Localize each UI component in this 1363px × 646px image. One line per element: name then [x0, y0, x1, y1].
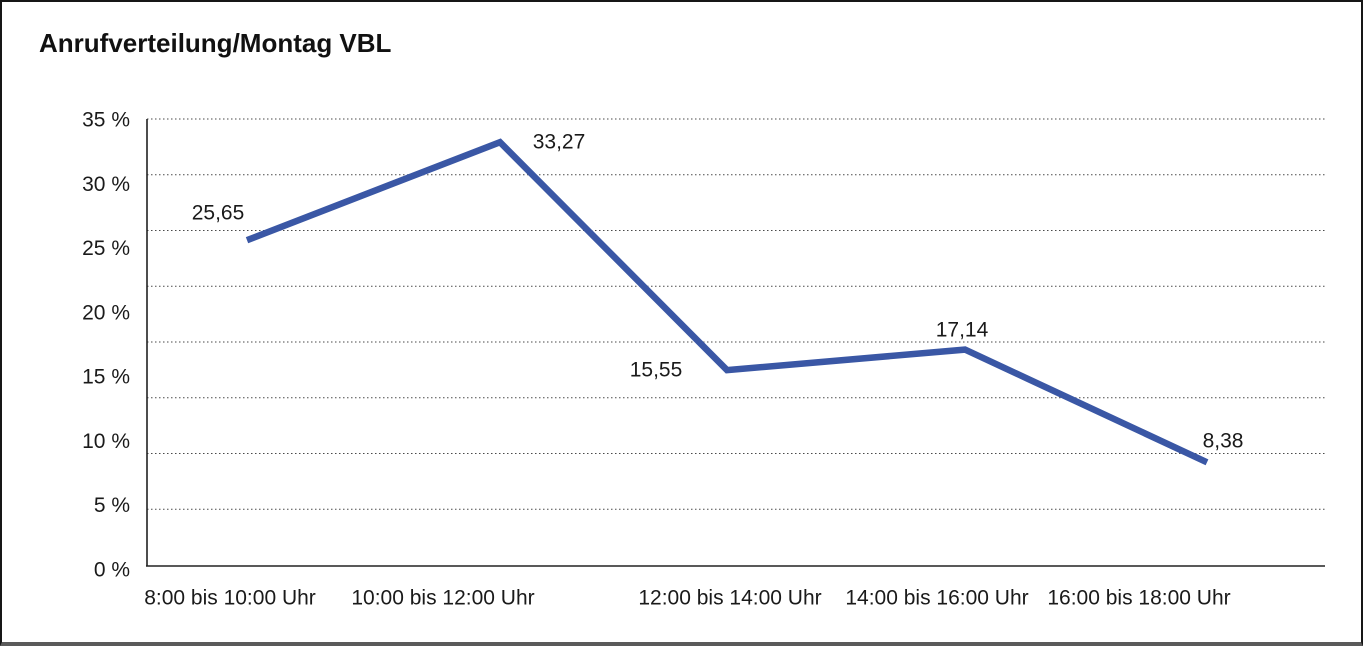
y-tick-label: 20 %: [82, 301, 130, 324]
x-category-label: 16:00 bis 18:00 Uhr: [1047, 587, 1230, 610]
data-point-label: 8,38: [1203, 430, 1244, 453]
y-tick-label: 5 %: [94, 494, 130, 517]
y-tick-label: 35 %: [82, 109, 130, 132]
chart-title: Anrufverteilung/Montag VBL: [39, 28, 392, 58]
data-point-label: 17,14: [936, 319, 989, 342]
data-point-label: 25,65: [192, 202, 245, 225]
y-tick-label: 25 %: [82, 237, 130, 260]
x-category-label: 8:00 bis 10:00 Uhr: [144, 587, 316, 610]
data-line: [245, 138, 1209, 466]
x-category-label: 14:00 bis 16:00 Uhr: [845, 587, 1028, 610]
x-category-label: 10:00 bis 12:00 Uhr: [351, 587, 534, 610]
y-tick-label: 0 %: [94, 559, 130, 582]
data-point-label: 15,55: [630, 359, 683, 382]
y-tick-label: 10 %: [82, 430, 130, 453]
data-point-label: 33,27: [533, 131, 586, 154]
x-category-label: 12:00 bis 14:00 Uhr: [638, 587, 821, 610]
y-tick-label: 15 %: [82, 366, 130, 389]
y-tick-label: 30 %: [82, 173, 130, 196]
